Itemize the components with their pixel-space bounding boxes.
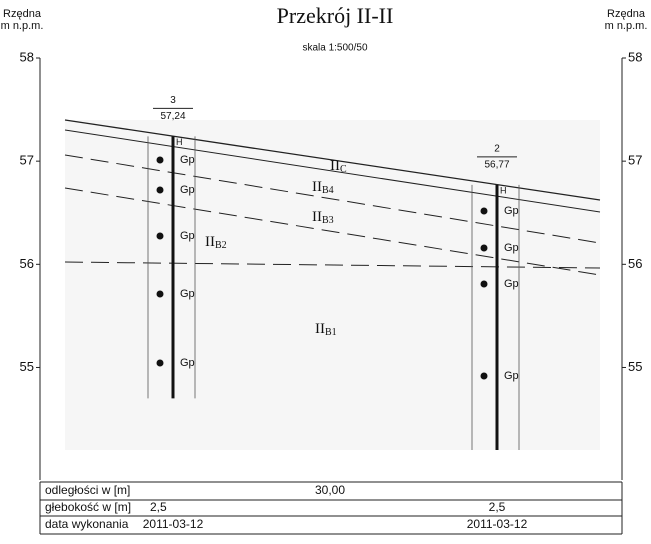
axis-label: Rzędna	[607, 8, 646, 20]
scale: skala 1:500/50	[302, 43, 367, 54]
axis-label: m n.p.m.	[605, 20, 648, 32]
sample-dot	[481, 281, 488, 288]
table-cell: data wykonania	[45, 517, 129, 531]
borehole-number: 3	[170, 95, 176, 106]
strata	[40, 58, 622, 480]
table-cell: 2011-03-12	[467, 517, 528, 531]
sample-label: Gp	[504, 278, 519, 290]
y-tick-label: 57	[628, 153, 642, 168]
y-tick-label: 57	[20, 153, 34, 168]
y-tick-label: 56	[20, 256, 34, 271]
sample-label: Gp	[180, 184, 195, 196]
table-cell: 30,00	[315, 483, 345, 497]
y-tick-label: 58	[20, 49, 34, 64]
sample-dot	[157, 360, 164, 367]
sample-label: Gp	[504, 242, 519, 254]
table-cell: głebokość w [m]	[45, 500, 131, 514]
sample-label: Gp	[180, 288, 195, 300]
sample-dot	[157, 233, 164, 240]
table-cell: 2011-03-12	[143, 517, 204, 531]
sample-dot	[157, 291, 164, 298]
axis-label: Rzędna	[3, 8, 42, 20]
sample-dot	[481, 373, 488, 380]
y-tick-label: 58	[628, 49, 642, 64]
sample-dot	[157, 157, 164, 164]
table-cell: odległości w [m]	[45, 483, 130, 497]
y-tick-label: 55	[20, 359, 34, 374]
borehole-top: 57,24	[160, 111, 185, 122]
sample-label: Gp	[180, 154, 195, 166]
cross-section: Przekrój II-II skala 1:500/50 Rzędna m n…	[0, 0, 651, 544]
borehole-top: 56,77	[484, 160, 509, 171]
sample-dot	[481, 245, 488, 252]
sample-label: Gp	[504, 205, 519, 217]
table-cell: 2,5	[489, 500, 506, 514]
sample-label: Gp	[180, 230, 195, 242]
y-tick-label: 56	[628, 256, 642, 271]
borehole-marker: H	[176, 137, 183, 147]
table-cell: 2,5	[150, 500, 167, 514]
borehole-number: 2	[494, 144, 500, 155]
sample-label: Gp	[180, 357, 195, 369]
sample-dot	[157, 187, 164, 194]
sample-dot	[481, 208, 488, 215]
borehole-marker: H	[500, 185, 507, 195]
y-tick-label: 55	[628, 359, 642, 374]
sample-label: Gp	[504, 370, 519, 382]
title: Przekrój II-II	[277, 3, 394, 28]
axis-label: m n.p.m.	[1, 20, 44, 32]
